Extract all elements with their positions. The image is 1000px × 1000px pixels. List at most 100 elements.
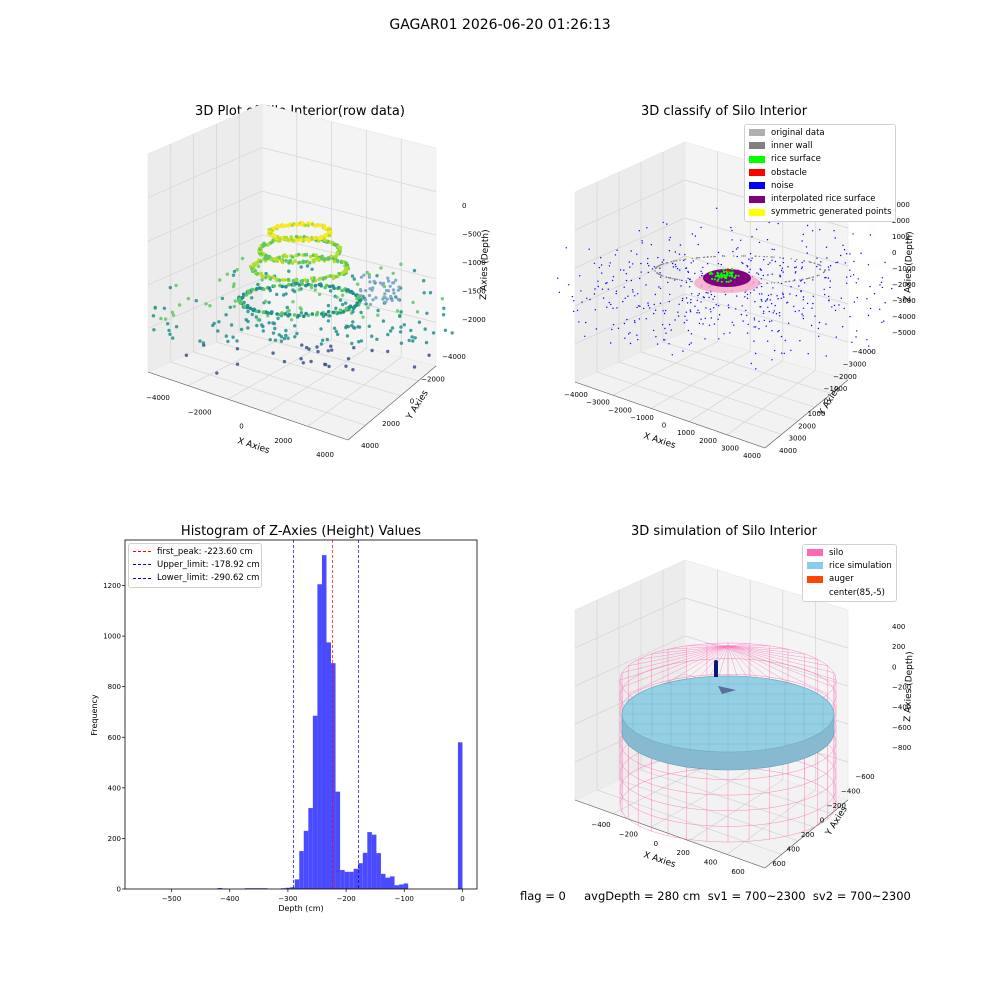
noise-point — [758, 320, 760, 323]
data-point — [344, 301, 348, 305]
rice-surface-point — [722, 270, 726, 274]
noise-point — [742, 262, 744, 265]
data-point — [246, 326, 250, 330]
legend-label: Lower_limit: -290.62 cm — [157, 573, 260, 584]
noise-point — [884, 261, 886, 264]
noise-point — [741, 261, 743, 264]
inner-wall-point — [789, 280, 791, 282]
noise-point — [697, 309, 699, 311]
noise-point — [840, 254, 842, 257]
rice-surface-point — [711, 277, 714, 281]
data-point — [317, 236, 322, 240]
noise-point — [622, 300, 624, 303]
data-point — [334, 329, 338, 334]
noise-point — [769, 262, 771, 264]
noise-point — [774, 260, 777, 263]
data-point — [240, 295, 245, 300]
data-point — [336, 332, 340, 337]
data-point — [323, 362, 327, 366]
data-point — [271, 321, 275, 325]
z-tick-label: −1000 — [892, 265, 916, 273]
noise-point — [801, 240, 803, 242]
noise-point — [827, 266, 830, 268]
noise-point — [742, 320, 744, 322]
data-point — [357, 325, 362, 329]
noise-point — [663, 312, 666, 315]
noise-point — [689, 309, 691, 311]
legend-label: auger — [829, 574, 854, 585]
x-tick-label: 0 — [662, 422, 666, 430]
y-tick-label: 2000 — [798, 422, 816, 430]
x-tick-label: 600 — [731, 868, 744, 876]
rice-surface-point — [716, 279, 719, 282]
data-point — [442, 306, 446, 310]
histogram-bar — [399, 884, 404, 889]
panel1-ticks: −4000 −2000 0 2000 4000 −4000 −2000 0 2000 4000 0 −… — [146, 202, 486, 459]
noise-point — [608, 265, 611, 267]
noise-point — [627, 333, 630, 335]
legend-swatch — [807, 589, 823, 596]
noise-point — [767, 294, 770, 297]
noise-point — [840, 297, 842, 299]
grid-line — [170, 361, 366, 426]
noise-point — [616, 307, 618, 309]
noise-point — [849, 269, 851, 271]
silo-roof-strut — [622, 645, 729, 674]
data-point — [292, 289, 297, 294]
inner-wall-point — [654, 270, 656, 272]
grid-line — [227, 339, 332, 400]
noise-point — [827, 277, 830, 279]
data-point — [286, 336, 290, 340]
noise-point — [628, 261, 630, 263]
data-point — [217, 320, 221, 324]
inner-wall-point — [665, 262, 667, 264]
inner-wall-point — [672, 260, 674, 262]
noise-point — [677, 311, 679, 313]
inner-wall-point — [702, 256, 704, 259]
inner-wall-point — [766, 256, 768, 258]
noise-point — [818, 335, 820, 337]
noise-point — [842, 244, 844, 246]
inner-wall-point — [707, 256, 709, 258]
rice-surface-point — [725, 275, 728, 278]
data-point — [171, 313, 176, 317]
data-point — [201, 341, 206, 345]
noise-point — [659, 287, 662, 290]
data-point — [289, 318, 294, 322]
noise-point — [674, 319, 676, 321]
data-point — [291, 279, 296, 283]
x-tick-label: −2000 — [608, 406, 632, 414]
legend-item-inner-wall: inner wall — [745, 139, 895, 152]
data-point — [398, 330, 403, 334]
data-point — [410, 335, 414, 339]
noise-point — [713, 307, 715, 309]
noise-point — [615, 292, 617, 295]
data-point — [262, 287, 266, 292]
noise-point — [717, 263, 720, 265]
histogram-bar — [294, 879, 300, 889]
data-point — [375, 274, 379, 278]
noise-point — [630, 250, 632, 252]
x-tick-label: −400 — [220, 895, 239, 903]
noise-point — [685, 267, 688, 269]
inner-wall-point — [820, 264, 822, 267]
noise-point — [820, 261, 822, 263]
noise-point — [800, 290, 802, 293]
noise-point — [823, 288, 825, 291]
histogram-frame — [124, 539, 478, 890]
data-point — [254, 315, 258, 319]
histogram-bar — [353, 868, 359, 889]
data-point — [151, 314, 156, 318]
noise-point — [650, 244, 653, 246]
legend-item-noise: noise — [745, 179, 895, 192]
noise-point — [623, 286, 625, 288]
data-point — [273, 326, 277, 331]
noise-point — [737, 247, 739, 249]
noise-point — [678, 253, 681, 255]
data-point — [386, 332, 390, 337]
noise-point — [606, 282, 608, 284]
data-point — [411, 300, 415, 305]
legend-label: center(85,-5) — [829, 587, 885, 598]
y-tick-label: 600 — [772, 860, 785, 868]
noise-point — [735, 308, 737, 310]
